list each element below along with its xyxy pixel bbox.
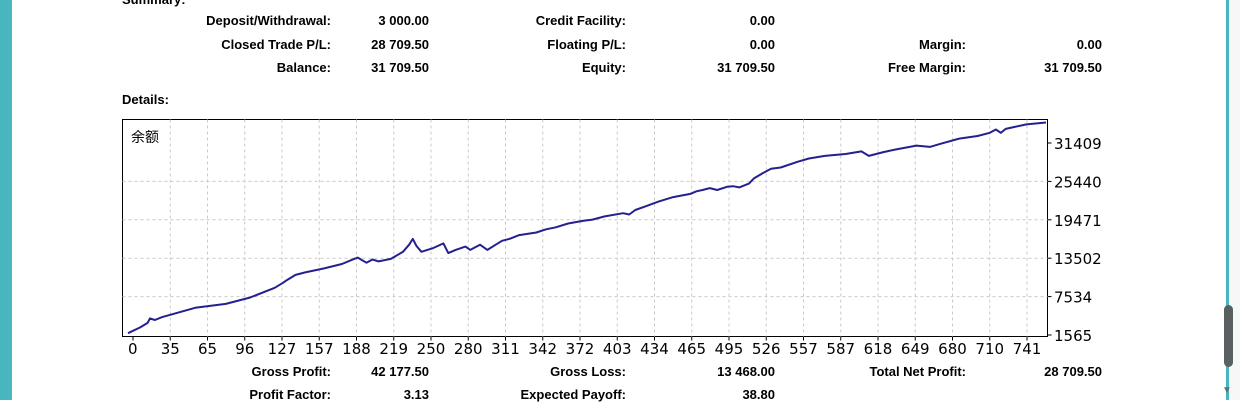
equity-label: Equity: xyxy=(581,60,626,75)
profit-factor-value: 3.13 xyxy=(403,387,429,402)
x-tick-label: 35 xyxy=(161,340,180,358)
x-tick-label: 710 xyxy=(975,340,1004,358)
free-margin-value: 31 709.50 xyxy=(1044,60,1102,75)
scrollbar-thumb[interactable] xyxy=(1224,305,1233,367)
balance-label: Balance: xyxy=(276,60,331,75)
balance-series-line xyxy=(127,121,1047,335)
x-tick-label: 311 xyxy=(491,340,520,358)
x-tick-label: 96 xyxy=(235,340,254,358)
closed-trade-pl-label: Closed Trade P/L: xyxy=(221,37,331,52)
x-tick-label: 557 xyxy=(789,340,818,358)
x-tick-label: 250 xyxy=(417,340,446,358)
gross-loss-value: 13 468.00 xyxy=(717,364,775,379)
x-tick-label: 403 xyxy=(603,340,632,358)
chart-x-axis: 0 35 65 96 127 157 188 219 250 280 311 342 372 403 434… xyxy=(128,336,1042,358)
y-tick-label: 7534 xyxy=(1054,289,1092,307)
equity-value: 31 709.50 xyxy=(717,60,775,75)
y-tick-label: 1565 xyxy=(1054,327,1092,345)
y-tick-label: 13502 xyxy=(1054,250,1102,268)
x-tick-label: 741 xyxy=(1013,340,1042,358)
y-tick-label: 25440 xyxy=(1054,173,1102,191)
credit-facility-value: 0.00 xyxy=(749,13,775,28)
x-tick-label: 188 xyxy=(342,340,371,358)
credit-facility-label: Credit Facility: xyxy=(535,13,626,28)
details-heading: Details: xyxy=(122,92,169,107)
balance-value: 31 709.50 xyxy=(371,60,429,75)
x-tick-label: 157 xyxy=(305,340,334,358)
chart-title: 余额 xyxy=(131,129,159,146)
gross-profit-value: 42 177.50 xyxy=(371,364,429,379)
expected-payoff-value: 38.80 xyxy=(742,387,775,402)
y-tick-label: 31409 xyxy=(1054,135,1102,153)
x-tick-label: 618 xyxy=(864,340,893,358)
scroll-down-icon[interactable]: ▼ xyxy=(1222,385,1232,396)
deposit-withdrawal-label: Deposit/Withdrawal: xyxy=(206,13,331,28)
vertical-scrollbar[interactable] xyxy=(1226,0,1240,400)
x-tick-label: 434 xyxy=(640,340,669,358)
x-tick-label: 127 xyxy=(268,340,297,358)
profit-factor-label: Profit Factor: xyxy=(249,387,331,402)
margin-value: 0.00 xyxy=(1076,37,1102,52)
chart-y-axis: 31409 25440 19471 13502 7534 1565 xyxy=(1047,135,1102,345)
x-tick-label: 372 xyxy=(566,340,595,358)
x-tick-label: 219 xyxy=(379,340,408,358)
expected-payoff-label: Expected Payoff: xyxy=(520,387,626,402)
x-tick-label: 526 xyxy=(752,340,781,358)
x-tick-label: 649 xyxy=(901,340,930,358)
summary-heading: Summary: xyxy=(122,0,186,8)
chart-plot-area xyxy=(122,119,1048,337)
x-tick-label: 680 xyxy=(938,340,967,358)
total-net-profit-label: Total Net Profit: xyxy=(869,364,966,379)
window-frame-left xyxy=(0,0,12,400)
x-tick-label: 65 xyxy=(198,340,217,358)
closed-trade-pl-value: 28 709.50 xyxy=(371,37,429,52)
gross-profit-label: Gross Profit: xyxy=(251,364,331,379)
margin-label: Margin: xyxy=(919,37,966,52)
x-tick-label: 587 xyxy=(826,340,855,358)
x-tick-label: 465 xyxy=(677,340,706,358)
x-tick-label: 280 xyxy=(454,340,483,358)
y-tick-label: 19471 xyxy=(1054,212,1102,230)
gross-loss-label: Gross Loss: xyxy=(550,364,626,379)
balance-chart: 31409 25440 19471 13502 7534 1565 0 35 65 96 127 1… xyxy=(122,119,1102,358)
total-net-profit-value: 28 709.50 xyxy=(1044,364,1102,379)
x-tick-label: 342 xyxy=(528,340,557,358)
deposit-withdrawal-value: 3 000.00 xyxy=(378,13,429,28)
x-tick-label: 495 xyxy=(715,340,744,358)
scrollbar-edge xyxy=(1226,0,1229,400)
x-tick-label: 0 xyxy=(128,340,138,358)
free-margin-label: Free Margin: xyxy=(887,60,966,75)
floating-pl-value: 0.00 xyxy=(749,37,775,52)
floating-pl-label: Floating P/L: xyxy=(547,37,626,52)
